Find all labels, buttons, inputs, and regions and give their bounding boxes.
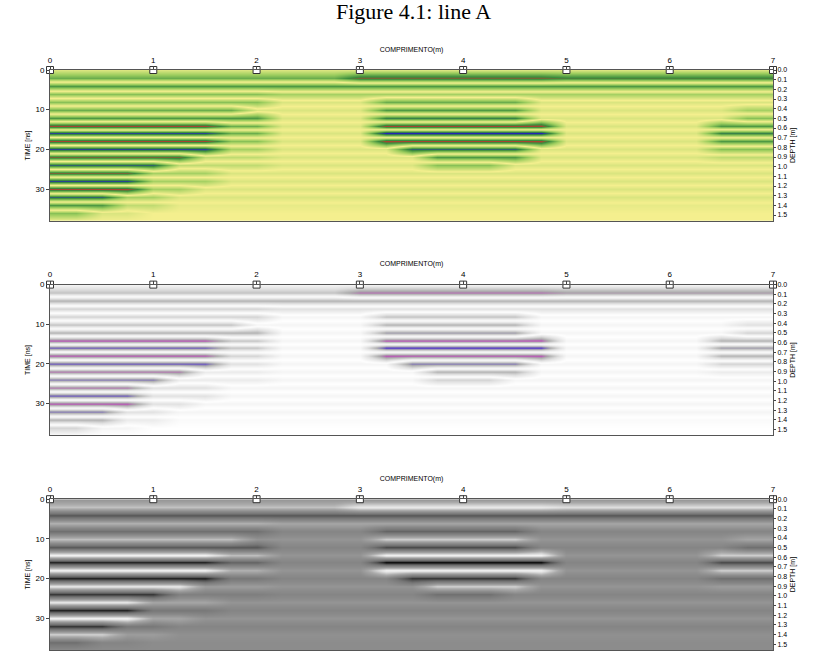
- svg-text:1.5: 1.5: [777, 641, 787, 648]
- svg-text:5: 5: [564, 485, 569, 494]
- svg-text:1.4: 1.4: [777, 202, 787, 209]
- svg-text:1: 1: [151, 56, 156, 65]
- svg-text:COMPRIMENTO(m): COMPRIMENTO(m): [380, 46, 444, 54]
- svg-text:20: 20: [35, 145, 44, 154]
- svg-text:Figure 4.1: line A: Figure 4.1: line A: [336, 0, 491, 24]
- svg-text:3: 3: [358, 485, 363, 494]
- svg-text:2: 2: [254, 485, 259, 494]
- svg-text:2: 2: [254, 56, 259, 65]
- svg-text:1.1: 1.1: [777, 173, 787, 180]
- svg-text:4: 4: [461, 270, 466, 279]
- svg-text:0: 0: [48, 270, 53, 279]
- svg-text:1.1: 1.1: [777, 602, 787, 609]
- svg-text:1: 1: [151, 485, 156, 494]
- svg-text:0.5: 0.5: [777, 329, 787, 336]
- svg-text:0: 0: [48, 485, 53, 494]
- svg-text:0.5: 0.5: [777, 544, 787, 551]
- svg-text:0.3: 0.3: [777, 310, 787, 317]
- svg-text:COMPRIMENTO(m): COMPRIMENTO(m): [380, 260, 444, 268]
- svg-text:0.0: 0.0: [777, 281, 787, 288]
- svg-text:6: 6: [667, 56, 672, 65]
- svg-text:0.1: 0.1: [777, 505, 787, 512]
- svg-text:1: 1: [151, 270, 156, 279]
- svg-text:0.4: 0.4: [777, 105, 787, 112]
- svg-text:1.0: 1.0: [777, 592, 787, 599]
- svg-text:1.2: 1.2: [777, 612, 787, 619]
- svg-text:10: 10: [35, 320, 44, 329]
- svg-text:3: 3: [358, 56, 363, 65]
- svg-text:0.8: 0.8: [777, 573, 787, 580]
- svg-text:0.1: 0.1: [777, 291, 787, 298]
- svg-text:7: 7: [771, 56, 776, 65]
- svg-text:0.8: 0.8: [777, 144, 787, 151]
- svg-text:3: 3: [358, 270, 363, 279]
- svg-text:0.3: 0.3: [777, 525, 787, 532]
- svg-text:20: 20: [35, 360, 44, 369]
- svg-text:1.1: 1.1: [777, 387, 787, 394]
- svg-text:1.3: 1.3: [777, 407, 787, 414]
- svg-text:6: 6: [667, 485, 672, 494]
- svg-text:0.9: 0.9: [777, 368, 787, 375]
- svg-text:DEPTH [m]: DEPTH [m]: [789, 557, 797, 592]
- svg-text:0.8: 0.8: [777, 358, 787, 365]
- svg-text:1.0: 1.0: [777, 378, 787, 385]
- svg-text:7: 7: [771, 485, 776, 494]
- svg-text:6: 6: [667, 270, 672, 279]
- svg-text:1.3: 1.3: [777, 621, 787, 628]
- svg-text:0.6: 0.6: [777, 339, 787, 346]
- svg-text:0: 0: [40, 495, 45, 504]
- svg-text:0: 0: [40, 66, 45, 75]
- svg-text:30: 30: [35, 614, 44, 623]
- svg-text:1.2: 1.2: [777, 397, 787, 404]
- svg-text:7: 7: [771, 270, 776, 279]
- svg-text:1.2: 1.2: [777, 182, 787, 189]
- svg-text:30: 30: [35, 185, 44, 194]
- svg-text:0.3: 0.3: [777, 95, 787, 102]
- svg-text:0.0: 0.0: [777, 66, 787, 73]
- svg-text:1.4: 1.4: [777, 416, 787, 423]
- svg-text:0.7: 0.7: [777, 134, 787, 141]
- svg-text:20: 20: [35, 574, 44, 583]
- svg-text:1.5: 1.5: [777, 426, 787, 433]
- svg-text:0.4: 0.4: [777, 534, 787, 541]
- svg-text:0.0: 0.0: [777, 496, 787, 503]
- svg-text:0.6: 0.6: [777, 124, 787, 131]
- svg-text:COMPRIMENTO(m): COMPRIMENTO(m): [380, 475, 444, 483]
- svg-text:0.1: 0.1: [777, 76, 787, 83]
- svg-text:0.9: 0.9: [777, 153, 787, 160]
- svg-text:10: 10: [35, 105, 44, 114]
- svg-text:0.7: 0.7: [777, 349, 787, 356]
- svg-text:0.2: 0.2: [777, 515, 787, 522]
- svg-text:1.4: 1.4: [777, 631, 787, 638]
- svg-text:0.9: 0.9: [777, 583, 787, 590]
- svg-text:4: 4: [461, 485, 466, 494]
- svg-text:DEPTH [m]: DEPTH [m]: [789, 342, 797, 377]
- svg-text:0.5: 0.5: [777, 115, 787, 122]
- svg-text:1.3: 1.3: [777, 192, 787, 199]
- svg-text:1.0: 1.0: [777, 163, 787, 170]
- svg-text:DEPTH [m]: DEPTH [m]: [789, 128, 797, 163]
- svg-text:0: 0: [40, 280, 45, 289]
- svg-text:5: 5: [564, 270, 569, 279]
- svg-text:2: 2: [254, 270, 259, 279]
- svg-text:0.7: 0.7: [777, 563, 787, 570]
- svg-text:0: 0: [48, 56, 53, 65]
- svg-text:0.6: 0.6: [777, 554, 787, 561]
- svg-text:1.5: 1.5: [777, 211, 787, 218]
- svg-text:0.2: 0.2: [777, 300, 787, 307]
- svg-text:0.2: 0.2: [777, 86, 787, 93]
- svg-text:5: 5: [564, 56, 569, 65]
- svg-text:TIME [ns]: TIME [ns]: [24, 130, 32, 160]
- svg-text:TIME [ns]: TIME [ns]: [24, 345, 32, 375]
- svg-text:0.4: 0.4: [777, 320, 787, 327]
- svg-text:10: 10: [35, 535, 44, 544]
- svg-text:TIME [ns]: TIME [ns]: [24, 560, 32, 590]
- svg-text:4: 4: [461, 56, 466, 65]
- svg-text:30: 30: [35, 399, 44, 408]
